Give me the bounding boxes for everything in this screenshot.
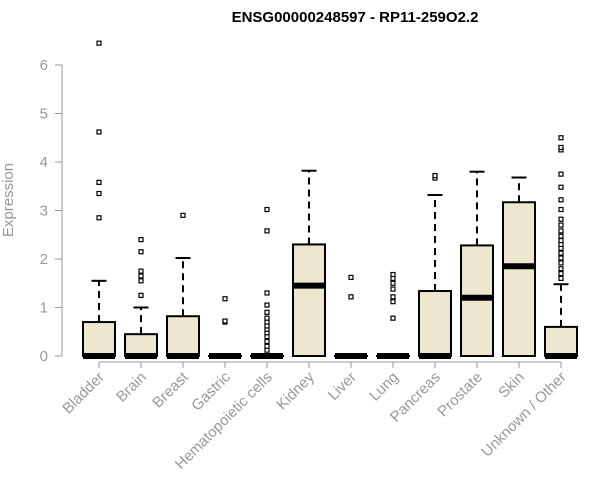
y-tick-label: 3 xyxy=(40,203,48,220)
outlier-point xyxy=(348,274,354,281)
outlier-point xyxy=(390,315,396,321)
outlier-point xyxy=(96,179,102,185)
outlier-point xyxy=(390,294,396,300)
outlier-point xyxy=(96,190,102,197)
outlier-point xyxy=(558,275,564,281)
outlier-point xyxy=(264,302,270,308)
x-tick-label: Bladder xyxy=(59,369,108,418)
iqr-box xyxy=(82,321,116,357)
outlier-point xyxy=(222,318,228,324)
iqr-box xyxy=(502,201,536,357)
outlier-point xyxy=(180,212,186,218)
outlier-point xyxy=(138,278,144,284)
box-group xyxy=(292,169,326,357)
outlier-point xyxy=(558,135,564,141)
iqr-box xyxy=(124,333,158,357)
x-tick-label: Lung xyxy=(366,369,402,405)
box-group xyxy=(460,170,494,357)
box-group xyxy=(544,135,578,359)
outlier-point xyxy=(558,206,564,213)
outlier-point xyxy=(432,172,438,179)
y-tick-label: 6 xyxy=(40,57,48,74)
outlier-point xyxy=(390,299,396,305)
outlier-point xyxy=(558,250,564,256)
outlier-point xyxy=(390,286,396,292)
x-tick-label: Prostate xyxy=(434,369,486,421)
iqr-box xyxy=(166,315,200,358)
y-tick-label: 1 xyxy=(40,300,48,317)
outlier-point xyxy=(558,233,564,239)
iqr-box xyxy=(544,325,578,357)
outlier-point xyxy=(558,216,564,222)
outlier-point xyxy=(138,249,144,255)
box-group xyxy=(502,176,536,357)
x-tick-label: Breast xyxy=(149,368,192,411)
iqr-box xyxy=(418,290,452,358)
outlier-point xyxy=(96,215,102,221)
outlier-point xyxy=(96,40,102,46)
box-group xyxy=(250,206,284,359)
outlier-point xyxy=(558,270,564,277)
outlier-point xyxy=(264,228,270,234)
outlier-point xyxy=(558,171,564,177)
outlier-point xyxy=(264,309,270,315)
outlier-point xyxy=(558,184,564,190)
outlier-point xyxy=(138,237,144,243)
box-group xyxy=(334,274,368,359)
y-axis-label: Expression xyxy=(0,163,17,237)
outlier-point xyxy=(138,268,144,274)
x-tick-label: Kidney xyxy=(273,368,318,413)
x-tick-label: Liver xyxy=(325,369,360,404)
outlier-point xyxy=(96,129,102,135)
y-tick-label: 4 xyxy=(40,154,48,171)
outlier-point xyxy=(264,343,270,349)
outlier-point xyxy=(558,197,564,203)
outlier-point xyxy=(558,228,564,234)
x-tick-label: Brain xyxy=(113,369,150,406)
boxes-layer xyxy=(82,40,578,359)
box-group xyxy=(376,271,410,359)
outlier-point xyxy=(558,255,564,261)
y-tick-label: 2 xyxy=(40,251,48,268)
outlier-point xyxy=(558,237,564,244)
outlier-point xyxy=(348,294,354,300)
outlier-point xyxy=(138,273,144,279)
outlier-point xyxy=(264,338,270,345)
y-axis: 0 1 2 3 4 5 6 xyxy=(40,57,63,365)
y-tick-label: 0 xyxy=(40,348,48,365)
x-tick-label: Skin xyxy=(495,369,528,402)
outlier-point xyxy=(264,290,270,296)
outlier-point xyxy=(390,280,396,286)
y-tick-label: 5 xyxy=(40,106,48,123)
outlier-point xyxy=(558,222,564,228)
box-group xyxy=(166,212,200,359)
outlier-point xyxy=(138,292,144,298)
outlier-point xyxy=(390,271,396,278)
iqr-box xyxy=(292,243,326,357)
outlier-point xyxy=(222,296,228,302)
outlier-point xyxy=(558,144,564,151)
box-group xyxy=(82,40,116,359)
box-group xyxy=(418,172,452,359)
outlier-point xyxy=(558,260,564,266)
chart-title: ENSG00000248597 - RP11-259O2.2 xyxy=(232,9,479,26)
box-group xyxy=(124,237,158,359)
outlier-point xyxy=(264,315,270,321)
outlier-point xyxy=(558,266,564,272)
box-group xyxy=(208,296,242,359)
outlier-point xyxy=(264,206,270,213)
